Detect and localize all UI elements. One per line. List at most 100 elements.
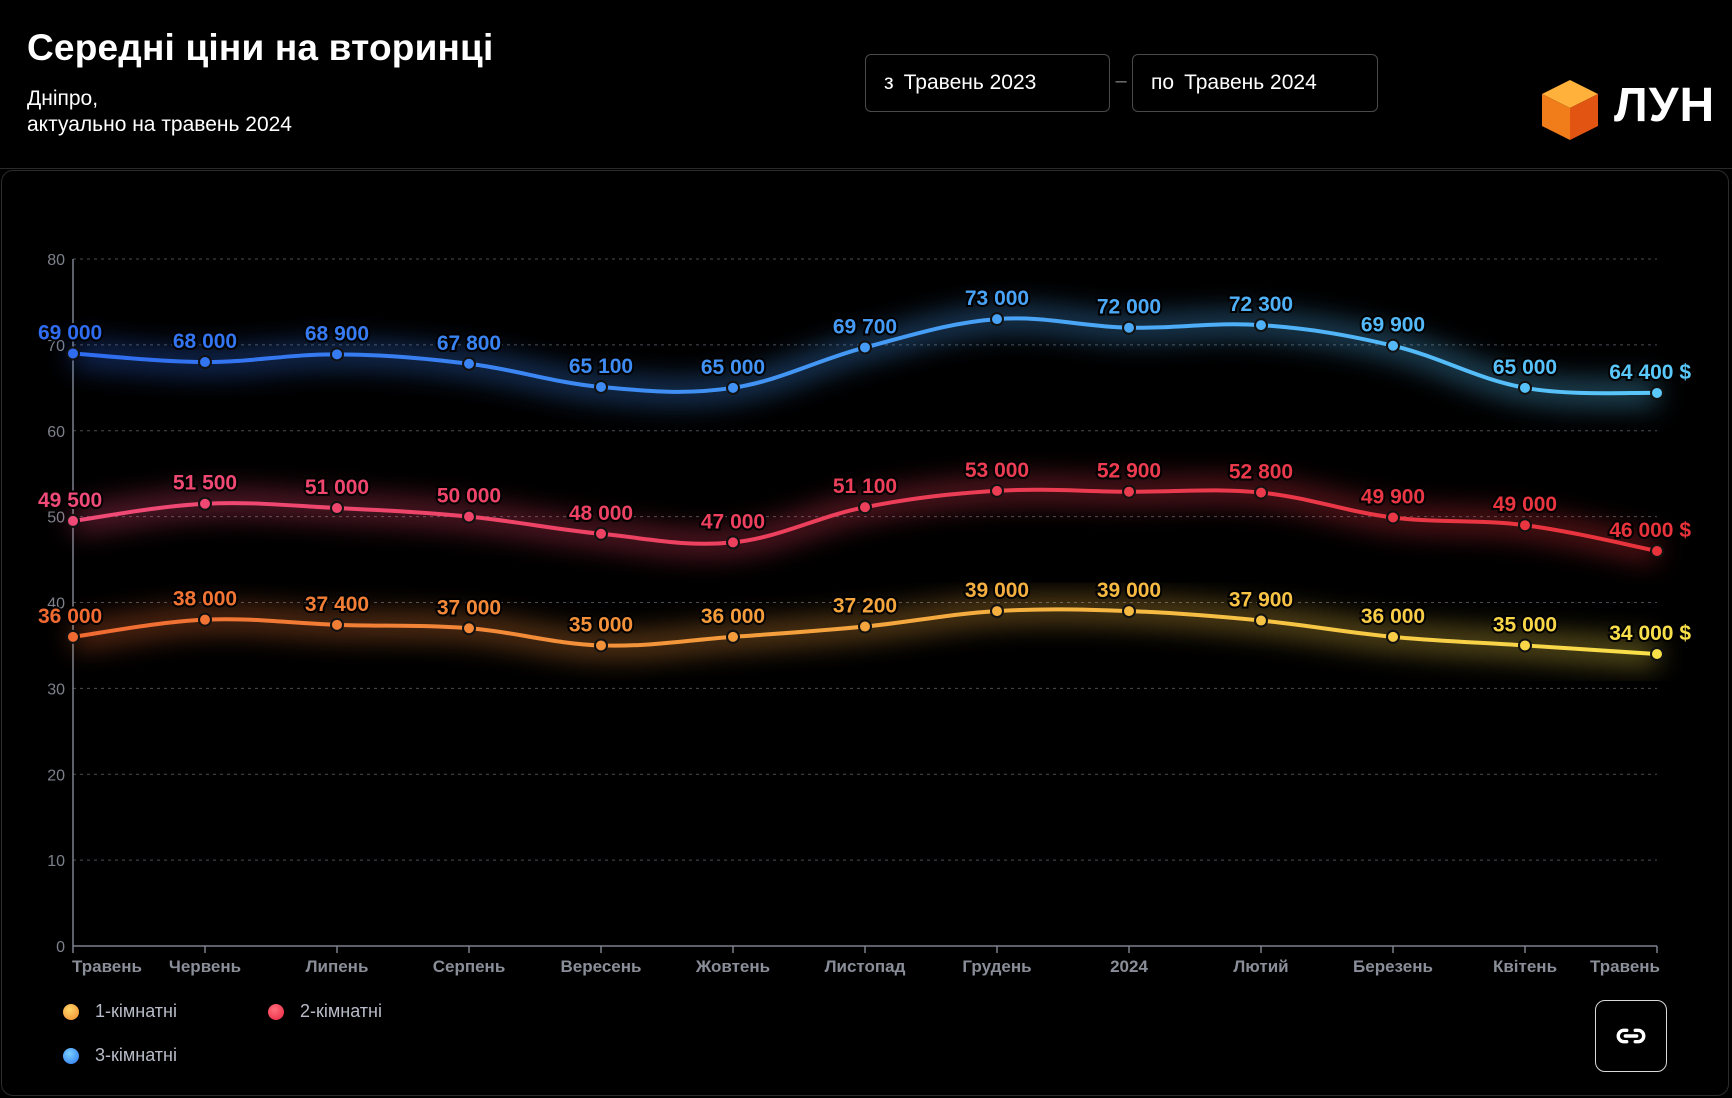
data-label: 52 900 — [1097, 460, 1161, 483]
data-label: 39 000 — [1097, 579, 1161, 602]
header: Середні ціни на вторинці Дніпро, актуаль… — [0, 0, 1732, 169]
data-point[interactable] — [198, 355, 212, 370]
data-label: 46 000 $ — [1609, 519, 1691, 542]
data-point[interactable] — [66, 629, 80, 644]
x-tick-label: Листопад — [825, 957, 906, 976]
x-tick-label: Лютий — [1233, 957, 1288, 976]
data-point[interactable] — [990, 312, 1004, 327]
data-label: 51 500 — [173, 472, 237, 495]
data-point[interactable] — [1386, 629, 1400, 644]
data-label: 53 000 — [965, 459, 1029, 482]
data-point[interactable] — [1254, 613, 1268, 628]
x-tick-label: Серпень — [433, 957, 506, 976]
data-label: 65 000 — [1493, 356, 1557, 379]
data-label: 65 100 — [569, 355, 633, 378]
share-link-button[interactable] — [1595, 1000, 1667, 1072]
data-label: 65 000 — [701, 356, 765, 379]
y-tick-label: 80 — [47, 252, 65, 269]
data-point[interactable] — [594, 638, 608, 653]
data-point[interactable] — [594, 379, 608, 394]
axes: 0 10 20 30 40 50 60 70 80 Травень Червень Липень Сер… — [47, 252, 1660, 976]
data-point[interactable] — [330, 347, 344, 362]
y-tick-label: 40 — [47, 596, 65, 613]
data-point[interactable] — [1122, 320, 1136, 335]
data-label: 51 000 — [305, 476, 369, 499]
y-tick-label: 0 — [56, 939, 65, 956]
data-point[interactable] — [990, 604, 1004, 619]
orange-cube-logo-icon — [1542, 80, 1598, 140]
data-label: 69 900 — [1361, 314, 1425, 337]
data-point[interactable] — [1650, 385, 1664, 400]
x-tick-label: Жовтень — [695, 957, 770, 976]
data-label: 35 000 — [569, 613, 633, 636]
data-point[interactable] — [462, 356, 476, 371]
legend-item-3-room[interactable]: 3-кімнатні — [63, 1045, 177, 1066]
y-tick-label: 10 — [47, 853, 65, 870]
date-from-prefix: з — [884, 71, 894, 94]
data-point[interactable] — [198, 496, 212, 511]
date-to-select[interactable]: по Травень 2024 — [1132, 54, 1378, 112]
range-separator: – — [1115, 70, 1127, 92]
data-point[interactable] — [1254, 485, 1268, 500]
legend-label-3-room: 3-кімнатні — [95, 1045, 177, 1065]
data-point[interactable] — [66, 513, 80, 528]
date-from-select[interactable]: з Травень 2023 — [865, 54, 1110, 112]
data-point[interactable] — [726, 535, 740, 550]
data-point[interactable] — [66, 346, 80, 361]
date-to-value: Травень 2024 — [1184, 71, 1317, 94]
data-point[interactable] — [1122, 484, 1136, 499]
x-tick-label: Травень — [72, 957, 142, 976]
data-label: 36 000 — [701, 605, 765, 628]
data-point[interactable] — [330, 501, 344, 516]
data-label: 39 000 — [965, 579, 1029, 602]
data-point[interactable] — [1650, 543, 1664, 558]
y-tick-label: 60 — [47, 424, 65, 441]
subtitle: Дніпро, актуально на травень 2024 — [27, 86, 292, 138]
x-tick-label: 2024 — [1110, 957, 1148, 976]
data-label: 68 900 — [305, 322, 369, 345]
data-label: 68 000 — [173, 330, 237, 353]
data-point[interactable] — [462, 621, 476, 636]
data-point[interactable] — [858, 340, 872, 355]
x-tick-label: Квітень — [1493, 957, 1557, 976]
data-point[interactable] — [1650, 647, 1664, 662]
x-tick-label: Травень — [1590, 957, 1660, 976]
data-point[interactable] — [330, 617, 344, 632]
legend-item-1-room[interactable]: 1-кімнатні — [63, 1001, 177, 1022]
data-point[interactable] — [1122, 604, 1136, 619]
data-label: 72 000 — [1097, 296, 1161, 319]
data-point[interactable] — [462, 509, 476, 524]
data-label: 49 000 — [1493, 493, 1557, 516]
x-tick-label: Грудень — [962, 957, 1031, 976]
y-tick-label: 20 — [47, 767, 65, 784]
data-label: 37 000 — [437, 596, 501, 619]
x-tick-label: Липень — [306, 957, 369, 976]
legend-dot-blue — [63, 1047, 79, 1064]
data-point[interactable] — [858, 619, 872, 634]
data-label: 37 900 — [1229, 589, 1293, 612]
data-point[interactable] — [1518, 638, 1532, 653]
legend-dot-red — [268, 1003, 284, 1020]
data-point[interactable] — [1386, 338, 1400, 353]
data-point[interactable] — [594, 526, 608, 541]
legend-item-2-room[interactable]: 2-кімнатні — [268, 1001, 382, 1022]
data-point[interactable] — [1386, 510, 1400, 525]
data-label: 51 100 — [833, 475, 897, 498]
data-point[interactable] — [1254, 318, 1268, 333]
data-point[interactable] — [198, 612, 212, 627]
data-label: 47 000 — [701, 510, 765, 533]
data-point[interactable] — [1518, 380, 1532, 395]
data-point[interactable] — [726, 629, 740, 644]
y-tick-label: 30 — [47, 681, 65, 698]
lun-logo[interactable]: ЛУН — [1538, 78, 1714, 142]
logo-text: ЛУН — [1614, 79, 1716, 132]
data-point[interactable] — [990, 483, 1004, 498]
data-point[interactable] — [858, 500, 872, 515]
page-title: Середні ціни на вторинці — [27, 27, 494, 68]
data-label: 35 000 — [1493, 613, 1557, 636]
data-label: 49 500 — [38, 489, 102, 512]
data-label: 38 000 — [173, 588, 237, 611]
data-point[interactable] — [726, 380, 740, 395]
data-point[interactable] — [1518, 518, 1532, 533]
